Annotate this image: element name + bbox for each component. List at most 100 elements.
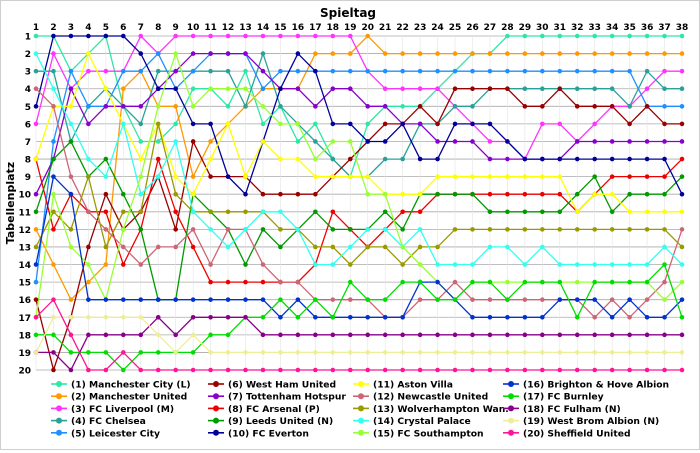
data-point [609, 156, 615, 162]
data-point [417, 332, 423, 338]
data-point [313, 332, 318, 338]
data-point [609, 227, 615, 232]
data-point [347, 33, 353, 39]
data-point [86, 279, 91, 285]
x-tick-label: 21 [379, 23, 392, 33]
data-point [313, 244, 318, 250]
data-point [574, 350, 580, 355]
x-tick-label: 26 [466, 23, 479, 33]
data-point [103, 209, 109, 215]
data-point [452, 139, 458, 144]
data-point [330, 367, 336, 373]
data-point [173, 139, 178, 144]
data-point [592, 279, 598, 285]
data-point [243, 314, 248, 320]
data-point [278, 367, 283, 373]
data-point [540, 104, 545, 109]
data-point [51, 297, 56, 302]
data-point [452, 279, 458, 285]
data-point [225, 314, 231, 320]
data-point [120, 209, 126, 215]
x-tick-label: 6 [120, 23, 126, 33]
data-point [138, 121, 144, 127]
data-point [243, 174, 248, 179]
data-point [470, 121, 475, 127]
data-point [417, 227, 423, 232]
data-point [505, 244, 510, 250]
legend: (1) Manchester City (L)(2) Manchester Un… [51, 380, 669, 439]
data-point [679, 209, 685, 215]
data-point [540, 279, 545, 285]
data-point [68, 191, 74, 197]
data-point [522, 191, 528, 197]
data-point [278, 191, 283, 197]
data-point [435, 68, 440, 74]
data-point [574, 68, 580, 74]
legend-label: (17) FC Burnley [523, 392, 604, 403]
data-point [313, 350, 318, 355]
x-tick-label: 34 [606, 23, 619, 33]
data-point [662, 227, 667, 232]
data-point [51, 209, 56, 215]
data-point [155, 51, 161, 56]
data-point [662, 139, 667, 144]
data-point [120, 350, 126, 355]
data-point [243, 227, 248, 232]
data-point [470, 191, 475, 197]
legend-swatch-marker [56, 381, 62, 387]
data-point [487, 156, 493, 162]
data-point [243, 68, 248, 74]
data-point [487, 350, 493, 355]
x-tick-label: 4 [85, 23, 91, 33]
data-point [505, 367, 510, 373]
data-point [173, 191, 178, 197]
data-point [365, 174, 371, 179]
data-point [295, 227, 301, 232]
legend-swatch-marker [213, 405, 219, 412]
data-point [435, 174, 440, 179]
data-point [522, 367, 528, 373]
x-tick-label: 13 [239, 23, 252, 33]
data-point [313, 297, 318, 302]
y-axis-label: Tabellenplatz [4, 162, 17, 244]
data-point [208, 332, 213, 338]
data-point [505, 139, 510, 144]
data-point [644, 104, 650, 109]
y-tick-label: 9 [25, 173, 31, 183]
x-tick-label: 17 [309, 23, 322, 33]
data-point [330, 121, 336, 127]
data-point [574, 367, 580, 373]
data-point [627, 279, 632, 285]
data-point [592, 367, 598, 373]
data-point [260, 86, 266, 92]
x-tick-label: 36 [641, 23, 654, 33]
data-point [417, 191, 423, 197]
data-point [574, 191, 580, 197]
data-point [120, 244, 126, 250]
data-point [155, 68, 161, 74]
data-point [86, 156, 91, 162]
data-point [540, 121, 545, 127]
data-point [225, 227, 231, 232]
data-point [452, 104, 458, 109]
data-point [33, 297, 39, 302]
data-point [662, 33, 667, 39]
y-tick-label: 11 [18, 208, 31, 218]
data-point [505, 314, 510, 320]
data-point [470, 104, 475, 109]
data-point [190, 33, 196, 39]
data-point [435, 156, 440, 162]
data-point [417, 279, 423, 285]
data-point [505, 297, 510, 302]
data-point [574, 139, 580, 144]
data-point [295, 191, 301, 197]
data-point [435, 367, 440, 373]
data-point [452, 51, 458, 56]
data-point [609, 209, 615, 215]
x-tick-label: 9 [173, 23, 179, 33]
data-point [382, 121, 388, 127]
legend-swatch-marker [508, 417, 514, 424]
data-point [243, 297, 248, 302]
data-point [51, 332, 56, 338]
data-point [120, 262, 126, 267]
